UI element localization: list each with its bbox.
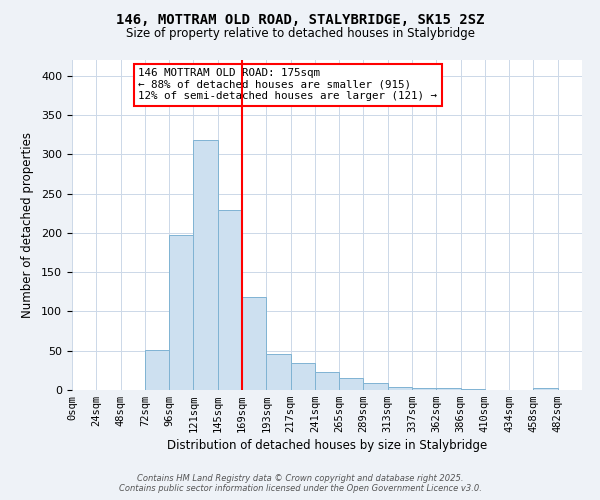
Bar	[412, 388, 436, 390]
Text: 146, MOTTRAM OLD ROAD, STALYBRIDGE, SK15 2SZ: 146, MOTTRAM OLD ROAD, STALYBRIDGE, SK15…	[116, 12, 484, 26]
Bar	[339, 378, 364, 390]
Y-axis label: Number of detached properties: Number of detached properties	[21, 132, 34, 318]
Bar	[290, 364, 315, 390]
Bar	[145, 350, 169, 390]
Bar	[533, 388, 558, 390]
Text: Contains HM Land Registry data © Crown copyright and database right 2025.
Contai: Contains HM Land Registry data © Crown c…	[119, 474, 481, 493]
Bar	[242, 298, 266, 390]
X-axis label: Distribution of detached houses by size in Stalybridge: Distribution of detached houses by size …	[167, 440, 487, 452]
Bar	[388, 387, 412, 390]
Bar	[266, 354, 290, 390]
Text: 146 MOTTRAM OLD ROAD: 175sqm
← 88% of detached houses are smaller (915)
12% of s: 146 MOTTRAM OLD ROAD: 175sqm ← 88% of de…	[139, 68, 437, 102]
Bar	[218, 210, 242, 390]
Bar	[315, 372, 339, 390]
Bar	[193, 140, 218, 390]
Bar	[169, 235, 193, 390]
Bar	[364, 383, 388, 390]
Bar	[461, 389, 485, 390]
Text: Size of property relative to detached houses in Stalybridge: Size of property relative to detached ho…	[125, 28, 475, 40]
Bar	[436, 388, 461, 390]
